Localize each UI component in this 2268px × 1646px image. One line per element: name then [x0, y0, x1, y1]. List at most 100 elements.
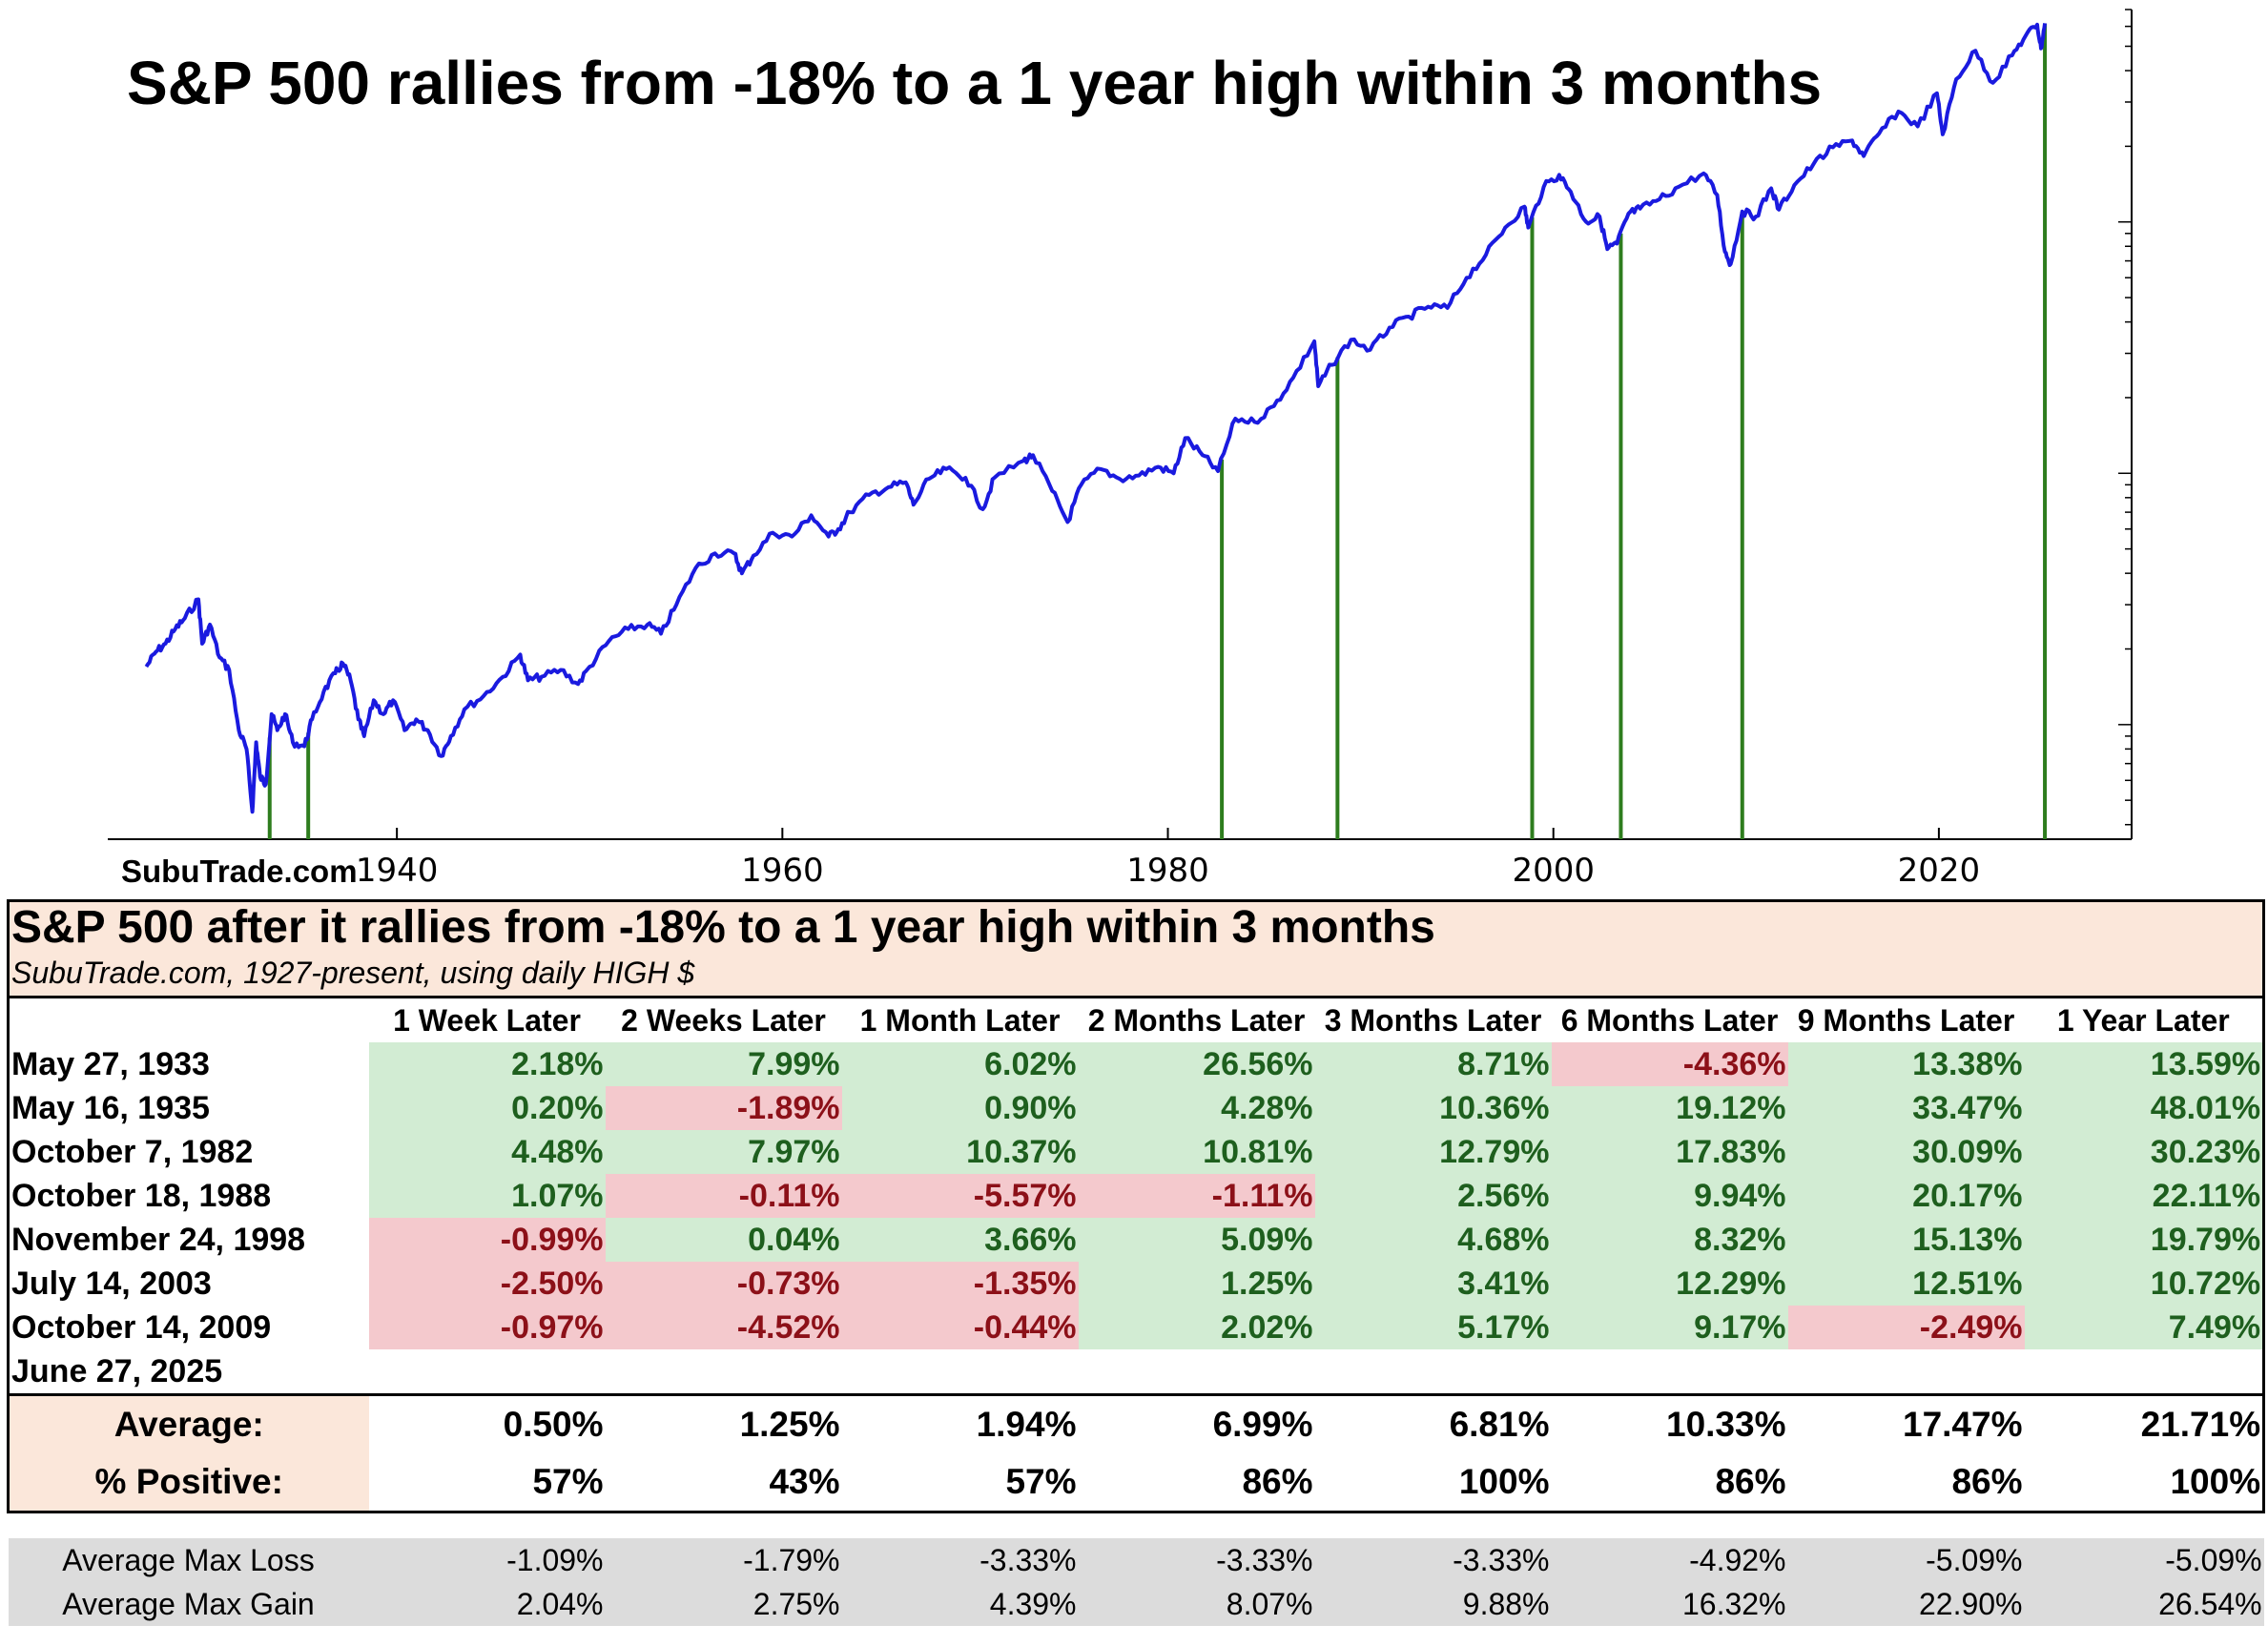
- column-header: 9 Months Later: [1787, 996, 2025, 1042]
- return-cell: [2024, 1349, 2266, 1395]
- table-row: June 27, 2025: [7, 1349, 2266, 1395]
- return-cell: 3.66%: [841, 1218, 1079, 1262]
- table-subtitle: SubuTrade.com, 1927-present, using daily…: [11, 956, 695, 990]
- row-date: May 16, 1935: [7, 1086, 369, 1130]
- x-tick-label: 1980: [1126, 852, 1209, 887]
- max-row-max_loss: Average Max Loss -1.09% -1.79% -3.33% -3.33%…: [8, 1538, 2264, 1582]
- max-value: -1.79%: [605, 1538, 842, 1582]
- return-cell: 22.11%: [2024, 1174, 2266, 1218]
- return-cell: 15.13%: [1787, 1218, 2025, 1262]
- column-header: 1 Month Later: [841, 996, 1079, 1042]
- summary-row-positive: % Positive: 57% 43% 57% 86% 100% 86% 86% 100%: [7, 1453, 2266, 1513]
- return-cell: 20.17%: [1787, 1174, 2025, 1218]
- return-cell: 5.09%: [1078, 1218, 1315, 1262]
- return-cell: -5.57%: [841, 1174, 1079, 1218]
- return-cell: -4.52%: [605, 1306, 842, 1349]
- return-cell: -0.73%: [605, 1262, 842, 1306]
- column-header: 2 Months Later: [1078, 996, 1315, 1042]
- summary-label: % Positive:: [7, 1453, 369, 1513]
- max-value: -5.09%: [1787, 1538, 2025, 1582]
- table-row: May 16, 1935 0.20% -1.89% 0.90% 4.28% 10.36% 1…: [7, 1086, 2266, 1130]
- max-label: Average Max Gain: [8, 1582, 369, 1626]
- return-cell: 7.49%: [2024, 1306, 2266, 1349]
- summary-value: 57%: [368, 1453, 606, 1513]
- max-value: 8.07%: [1078, 1582, 1315, 1626]
- results-table: S&P 500 after it rallies from -18% to a …: [6, 899, 2266, 1626]
- max-value: -5.09%: [2024, 1538, 2264, 1582]
- return-cell: -1.11%: [1078, 1174, 1315, 1218]
- return-cell: [1552, 1349, 1788, 1395]
- row-date: June 27, 2025: [7, 1349, 369, 1395]
- max-value: -1.09%: [368, 1538, 606, 1582]
- return-cell: 1.25%: [1078, 1262, 1315, 1306]
- max-value: -3.33%: [841, 1538, 1079, 1582]
- return-cell: 19.79%: [2024, 1218, 2266, 1262]
- return-cell: 9.17%: [1551, 1306, 1788, 1349]
- return-cell: 7.97%: [605, 1130, 842, 1174]
- summary-value: 86%: [1787, 1453, 2025, 1513]
- x-tick-label: 1940: [356, 852, 439, 887]
- return-cell: [1315, 1349, 1552, 1395]
- return-cell: 6.02%: [841, 1042, 1079, 1086]
- max-value: -3.33%: [1078, 1538, 1315, 1582]
- return-cell: 4.28%: [1078, 1086, 1315, 1130]
- summary-value: 6.99%: [1078, 1393, 1315, 1453]
- return-cell: 8.32%: [1551, 1218, 1788, 1262]
- summary-value: 43%: [605, 1453, 842, 1513]
- table-title-row: S&P 500 after it rallies from -18% to a …: [6, 899, 2266, 998]
- column-header: 2 Weeks Later: [605, 996, 842, 1042]
- summary-value: 21.71%: [2024, 1393, 2266, 1453]
- max-value: 26.54%: [2024, 1582, 2264, 1626]
- summary-value: 100%: [2024, 1453, 2266, 1513]
- return-cell: 13.59%: [2024, 1042, 2266, 1086]
- return-cell: -0.97%: [368, 1306, 606, 1349]
- x-tick-label: 2000: [1512, 852, 1595, 887]
- table-row: July 14, 2003 -2.50% -0.73% -1.35% 1.25% 3.41…: [7, 1262, 2266, 1306]
- max-value: 4.39%: [841, 1582, 1079, 1626]
- max-value: 9.88%: [1314, 1582, 1552, 1626]
- summary-value: 86%: [1078, 1453, 1315, 1513]
- return-cell: 12.79%: [1314, 1130, 1552, 1174]
- return-cell: 19.12%: [1551, 1086, 1788, 1130]
- x-tick-label: 2020: [1898, 852, 1981, 887]
- return-cell: 10.81%: [1078, 1130, 1315, 1174]
- return-cell: -2.50%: [368, 1262, 606, 1306]
- return-cell: 13.38%: [1787, 1042, 2025, 1086]
- max-row-max_gain: Average Max Gain 2.04% 2.75% 4.39% 8.07% 9.88…: [8, 1582, 2264, 1626]
- summary-value: 100%: [1314, 1453, 1552, 1513]
- return-cell: [842, 1349, 1079, 1395]
- return-cell: -0.99%: [368, 1218, 606, 1262]
- row-date: October 7, 1982: [7, 1130, 369, 1174]
- return-cell: 2.18%: [368, 1042, 606, 1086]
- return-cell: 5.17%: [1314, 1306, 1552, 1349]
- return-cell: 1.07%: [368, 1174, 606, 1218]
- summary-value: 1.94%: [841, 1393, 1079, 1453]
- spacer-cell: [9, 1512, 2264, 1539]
- table-row: October 14, 2009 -0.97% -4.52% -0.44% 2.02% 5…: [7, 1306, 2266, 1349]
- return-cell: 12.51%: [1787, 1262, 2025, 1306]
- max-value: 2.04%: [368, 1582, 606, 1626]
- table-header-row: 1 Week Later 2 Weeks Later 1 Month Later 2 …: [7, 996, 2266, 1042]
- sp500-price-line: [144, 22, 2048, 814]
- max-value: 2.75%: [605, 1582, 842, 1626]
- return-cell: 17.83%: [1551, 1130, 1788, 1174]
- summary-value: 1.25%: [605, 1393, 842, 1453]
- return-cell: 30.09%: [1787, 1130, 2025, 1174]
- table-row: October 7, 1982 4.48% 7.97% 10.37% 10.81% 12.…: [7, 1130, 2266, 1174]
- return-cell: 0.04%: [605, 1218, 842, 1262]
- summary-label: Average:: [7, 1393, 369, 1453]
- return-cell: 10.36%: [1314, 1086, 1552, 1130]
- x-axis-ticks: 1940 1960 1980 2000 2020: [356, 828, 1980, 887]
- return-cell: 4.48%: [368, 1130, 606, 1174]
- summary-value: 17.47%: [1787, 1393, 2025, 1453]
- row-date: November 24, 1998: [7, 1218, 369, 1262]
- summary-row-average: Average: 0.50% 1.25% 1.94% 6.99% 6.81% 10.33% 1…: [7, 1393, 2266, 1453]
- summary-value: 86%: [1551, 1453, 1788, 1513]
- return-cell: 48.01%: [2024, 1086, 2266, 1130]
- summary-value: 0.50%: [368, 1393, 606, 1453]
- summary-value: 57%: [841, 1453, 1079, 1513]
- return-cell: 26.56%: [1078, 1042, 1315, 1086]
- watermark: SubuTrade.com: [121, 854, 358, 889]
- column-header: 6 Months Later: [1551, 996, 1788, 1042]
- return-cell: 4.68%: [1314, 1218, 1552, 1262]
